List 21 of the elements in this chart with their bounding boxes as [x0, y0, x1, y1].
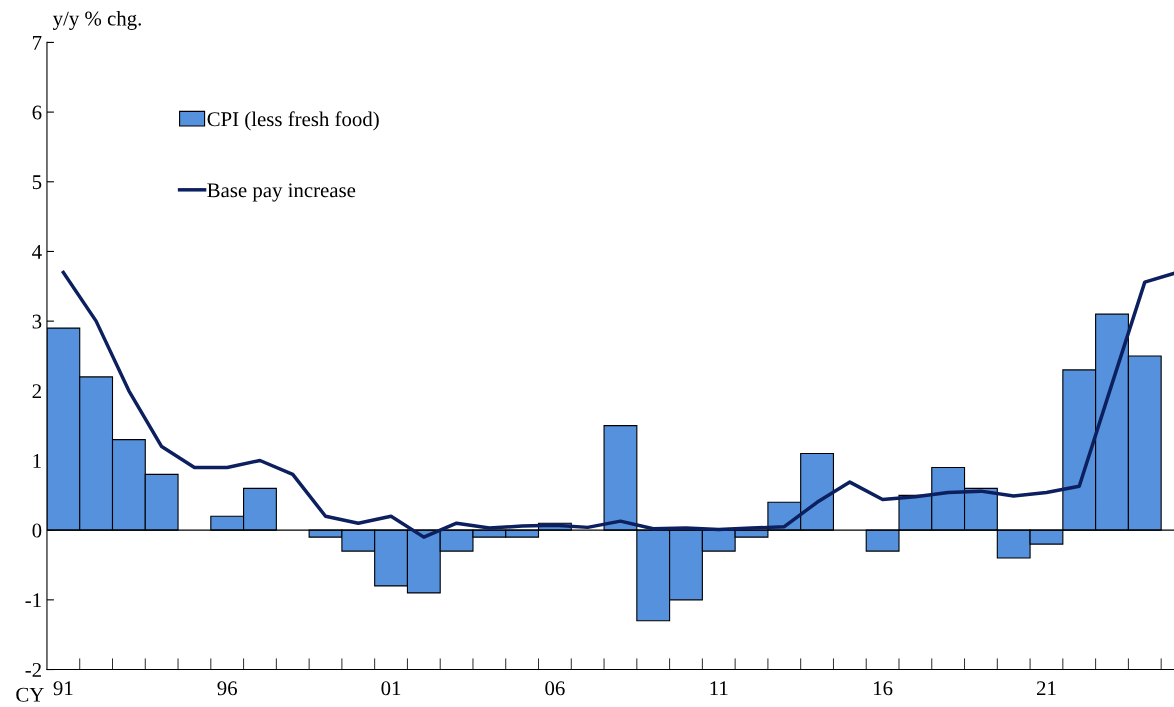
y-axis-title: y/y % chg.: [52, 10, 141, 30]
x-tick-label: 96: [217, 681, 237, 696]
x-tick-label: 01: [381, 681, 401, 696]
legend-label: Base pay increase: [207, 183, 356, 202]
x-tick-label: 06: [545, 681, 565, 696]
x-tick-label: 11: [710, 681, 728, 696]
y-tick-label: 6: [32, 105, 42, 120]
y-tick-label: 2: [32, 384, 41, 399]
x-axis-title: CY: [16, 687, 44, 702]
y-tick-label: 4: [32, 244, 42, 259]
y-tick-label: -1: [25, 593, 41, 608]
x-tick-label: 91: [53, 681, 73, 696]
x-tick-label: 16: [874, 681, 893, 696]
y-tick-label: 5: [32, 175, 42, 190]
legend-label: CPI (less fresh food): [207, 111, 379, 131]
y-tick-label: 1: [33, 453, 41, 468]
y-tick-label: 3: [32, 314, 42, 329]
y-tick-label: 7: [33, 36, 42, 50]
x-tick-label: 21: [1036, 681, 1056, 696]
y-tick-label: 0: [32, 523, 42, 538]
y-tick-label: -2: [25, 662, 41, 677]
